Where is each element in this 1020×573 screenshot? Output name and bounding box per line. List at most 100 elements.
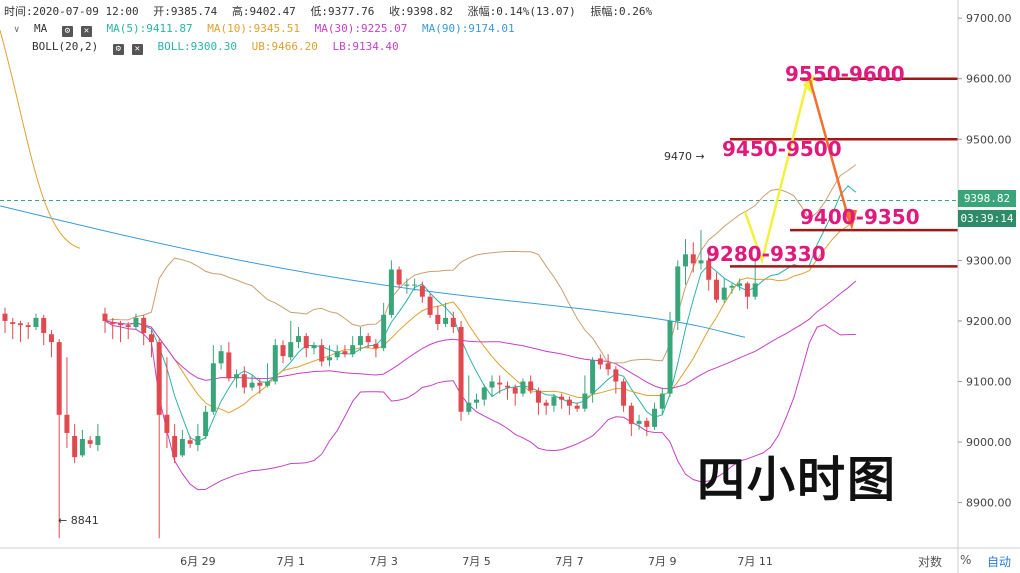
candle-body bbox=[690, 254, 696, 264]
candle-body bbox=[504, 385, 510, 388]
candle-body bbox=[450, 317, 456, 327]
candle-body bbox=[551, 396, 557, 406]
boll-upper-line bbox=[104, 164, 857, 364]
close-value: 收:9398.82 bbox=[389, 5, 454, 18]
candle-body bbox=[334, 351, 340, 358]
candle-body bbox=[698, 260, 704, 264]
auto-scale-button[interactable]: 自动 bbox=[987, 555, 1012, 569]
candle-body bbox=[311, 345, 317, 349]
collapse-caret-icon[interactable]: ∨ bbox=[14, 25, 20, 35]
candle-body bbox=[489, 381, 495, 388]
percent-scale-button[interactable]: % bbox=[960, 553, 972, 567]
candle-body bbox=[288, 342, 294, 358]
boll-legend: BOLL(20,2) ⚙ ✕ BOLL:9300.30 UB:9466.20 LB… bbox=[14, 40, 407, 55]
y-tick-label: 9600.00 bbox=[966, 73, 1012, 86]
ma-label: MA bbox=[34, 22, 48, 35]
ma90-value: MA(90):9174.01 bbox=[421, 22, 515, 35]
close-icon[interactable]: ✕ bbox=[80, 26, 92, 37]
candle-body bbox=[512, 387, 518, 394]
candle-body bbox=[574, 405, 580, 409]
candle-body bbox=[381, 314, 387, 349]
candle-body bbox=[226, 352, 232, 379]
candle-body bbox=[241, 374, 247, 388]
candle-body bbox=[296, 336, 301, 343]
candle-body bbox=[396, 269, 402, 285]
level-label-9550-9600: 9550-9600 bbox=[785, 62, 905, 86]
ma30-value: MA(30):9225.07 bbox=[314, 22, 408, 35]
candle-body bbox=[195, 435, 201, 446]
candle-body bbox=[373, 343, 379, 349]
candle-body bbox=[419, 285, 425, 297]
candle-body bbox=[117, 323, 123, 326]
candle-body bbox=[164, 414, 170, 433]
candle-body bbox=[218, 351, 224, 364]
candles bbox=[2, 230, 758, 539]
candle-body bbox=[234, 374, 240, 379]
x-tick-label: 7月 11 bbox=[737, 555, 773, 568]
candle-body bbox=[474, 399, 480, 403]
candle-body bbox=[365, 336, 371, 343]
high-note: 9470 → bbox=[664, 150, 705, 163]
candle-body bbox=[458, 326, 464, 412]
candle-body bbox=[667, 320, 673, 394]
level-label-9450-9500: 9450-9500 bbox=[722, 137, 842, 161]
log-scale-button[interactable]: 对数 bbox=[918, 555, 943, 569]
candle-body bbox=[659, 393, 665, 409]
candle-body bbox=[79, 439, 85, 456]
candle-body bbox=[481, 387, 487, 400]
candle-body bbox=[257, 382, 263, 386]
candle-body bbox=[412, 284, 418, 286]
candle-body bbox=[148, 334, 154, 343]
candle-body bbox=[721, 287, 727, 300]
change-value: 涨幅:0.14%(13.07) bbox=[467, 5, 576, 18]
candle-body bbox=[102, 313, 108, 321]
candle-body bbox=[597, 358, 603, 365]
candle-body bbox=[543, 402, 549, 406]
boll-lower-line bbox=[104, 320, 856, 491]
candle-body bbox=[652, 408, 658, 427]
y-tick-label: 9000.00 bbox=[966, 436, 1012, 449]
candle-body bbox=[17, 323, 23, 326]
chart-title-overlay: 四小时图 bbox=[697, 452, 898, 508]
candle-body bbox=[64, 414, 70, 433]
candle-body bbox=[621, 381, 627, 406]
candle-body bbox=[427, 296, 433, 315]
candle-body bbox=[319, 345, 325, 362]
ma10-line-left bbox=[0, 30, 81, 249]
x-tick-label: 6月 29 bbox=[180, 555, 216, 568]
candle-body bbox=[528, 381, 534, 391]
lb-value: LB:9134.40 bbox=[332, 40, 399, 53]
close-icon[interactable]: ✕ bbox=[131, 44, 143, 55]
candle-body bbox=[41, 317, 47, 334]
candle-body bbox=[737, 283, 743, 286]
candle-body bbox=[95, 435, 101, 446]
ohlc-header: 时间:2020-07-09 12:00 开:9385.74 高:9402.47 … bbox=[4, 3, 660, 19]
last-price-tag: 9398.82 bbox=[958, 190, 1016, 207]
candle-body bbox=[388, 269, 394, 315]
candle-body bbox=[179, 439, 185, 456]
settings-gear-icon[interactable]: ⚙ bbox=[112, 44, 124, 55]
candle-body bbox=[187, 440, 193, 444]
y-tick-label: 9100.00 bbox=[966, 375, 1012, 388]
candle-body bbox=[566, 399, 572, 406]
candle-body bbox=[613, 369, 619, 382]
orange-arrow-head bbox=[844, 208, 857, 231]
candle-body bbox=[48, 334, 54, 343]
candle-body bbox=[535, 390, 541, 403]
level-label-9400-9350: 9400-9350 bbox=[800, 205, 920, 229]
settings-gear-icon[interactable]: ⚙ bbox=[61, 26, 73, 37]
candle-body bbox=[582, 393, 588, 409]
low-value: 低:9377.76 bbox=[310, 5, 375, 18]
indicator-lines bbox=[0, 30, 857, 491]
candle-body bbox=[683, 254, 688, 267]
candle-body bbox=[520, 381, 526, 394]
candle-body bbox=[636, 420, 642, 424]
candle-body bbox=[133, 317, 139, 327]
candle-body bbox=[404, 284, 410, 286]
candle-body bbox=[559, 396, 565, 400]
candle-body bbox=[497, 382, 503, 385]
countdown-tag: 03:39:14 bbox=[958, 210, 1016, 227]
candle-body bbox=[56, 342, 62, 415]
candle-body bbox=[590, 360, 596, 394]
